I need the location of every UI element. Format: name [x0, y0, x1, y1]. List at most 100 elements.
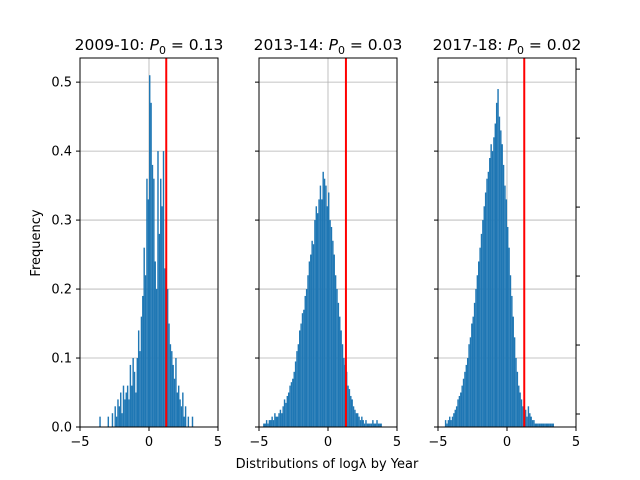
histogram-bar — [158, 233, 161, 427]
histogram-bar — [356, 413, 359, 427]
histogram-bar — [446, 423, 448, 427]
histogram-bar — [180, 406, 183, 427]
histogram-bar — [484, 192, 487, 427]
histogram-bar — [350, 395, 352, 427]
histogram-bar — [129, 364, 132, 427]
y-tick-label: 0.3 — [51, 214, 72, 229]
histogram-bar — [362, 420, 364, 427]
histogram-bar — [321, 199, 323, 427]
panel-title: 2009-10: P0 = 0.13 — [75, 36, 224, 57]
histogram-bar — [330, 226, 333, 427]
histogram-bar — [361, 416, 363, 427]
histogram-bar — [475, 289, 477, 427]
histogram-bar — [455, 406, 458, 427]
histogram-bar — [549, 423, 552, 427]
histogram-bar — [451, 416, 454, 427]
histogram-bar — [511, 295, 513, 427]
histogram-bar — [303, 309, 305, 427]
y-tick-label: 0.0 — [51, 421, 72, 436]
histogram-bar — [133, 371, 136, 427]
histogram-bar — [460, 392, 462, 427]
histogram-bar — [530, 416, 532, 427]
histogram-bar — [275, 416, 277, 427]
histogram-bar — [283, 399, 286, 427]
title-subscript: 0 — [338, 44, 345, 57]
histogram-bar — [473, 302, 476, 427]
histogram-bar — [457, 399, 459, 427]
histogram-bar — [173, 378, 176, 427]
histogram-bar — [366, 423, 369, 427]
histogram-bar — [136, 358, 139, 427]
histogram-bar — [373, 423, 375, 427]
histogram-bar — [483, 206, 485, 427]
histogram-bar — [287, 392, 290, 427]
histogram-bar — [150, 102, 152, 427]
histogram-bar — [267, 423, 269, 427]
histogram-bar — [486, 178, 488, 427]
title-symbol: P — [150, 36, 160, 54]
histogram-bar — [495, 102, 498, 427]
histogram-bar — [296, 351, 298, 427]
histogram-bar — [531, 420, 534, 427]
histogram-bar — [115, 416, 118, 427]
histogram-bar — [155, 289, 158, 427]
histogram-bar — [490, 144, 492, 427]
histogram-bar — [323, 178, 326, 427]
histogram-bar — [162, 151, 165, 427]
histogram-bar — [377, 423, 380, 427]
histogram-bar — [175, 358, 177, 427]
histogram-bar — [139, 351, 141, 427]
histogram-bar — [271, 416, 273, 427]
histogram-bar — [161, 206, 163, 427]
histogram-bar — [278, 413, 280, 427]
histogram-bar — [507, 226, 509, 427]
x-tick-label: 0 — [145, 435, 153, 450]
histogram-bar — [449, 416, 451, 427]
histogram-bar — [351, 399, 353, 427]
histogram-bar — [164, 268, 166, 427]
x-tick-label: 0 — [324, 435, 332, 450]
histogram-bar — [538, 423, 541, 427]
histogram-bar — [544, 423, 546, 427]
title-year: 2017-18: — [433, 36, 508, 54]
histogram-bar — [478, 261, 480, 427]
histogram-bar — [512, 316, 514, 427]
histogram-bar — [515, 358, 517, 427]
histogram-bar — [522, 406, 524, 427]
histogram-bar — [263, 423, 265, 427]
histogram-bar — [461, 385, 463, 427]
x-tick-label: −5 — [70, 435, 89, 450]
histogram-bar — [513, 337, 516, 427]
histogram-bar — [489, 158, 491, 427]
histogram-bar — [144, 275, 147, 427]
histogram-bar — [329, 220, 331, 427]
histogram-bar — [541, 423, 543, 427]
histogram-bar — [479, 247, 481, 427]
histogram-bar — [293, 371, 295, 427]
x-tick-label: −5 — [428, 435, 447, 450]
histogram-bar — [458, 395, 461, 427]
histogram-bar — [516, 371, 519, 427]
histogram-bar — [126, 385, 129, 427]
title-year: 2013-14: — [254, 36, 329, 54]
title-value: = 0.13 — [166, 36, 223, 54]
histogram-bar — [343, 358, 345, 427]
histogram-bar — [453, 413, 455, 427]
histogram-bar — [500, 130, 502, 427]
histogram-bar — [374, 423, 377, 427]
histogram-bar — [316, 213, 319, 427]
histogram-bar — [348, 389, 351, 427]
histogram-bar — [107, 416, 110, 427]
histogram-bar — [535, 423, 538, 427]
x-tick-label: −5 — [249, 435, 268, 450]
histogram-bar — [370, 423, 373, 427]
histogram-bar — [125, 392, 127, 427]
histogram-bar — [310, 254, 312, 427]
histogram-bar — [379, 423, 381, 427]
histogram-bar — [146, 178, 148, 427]
histogram-bar — [187, 416, 190, 427]
x-tick-label: 5 — [572, 435, 580, 450]
histogram-bar — [533, 420, 535, 427]
histogram-bar — [468, 344, 470, 427]
